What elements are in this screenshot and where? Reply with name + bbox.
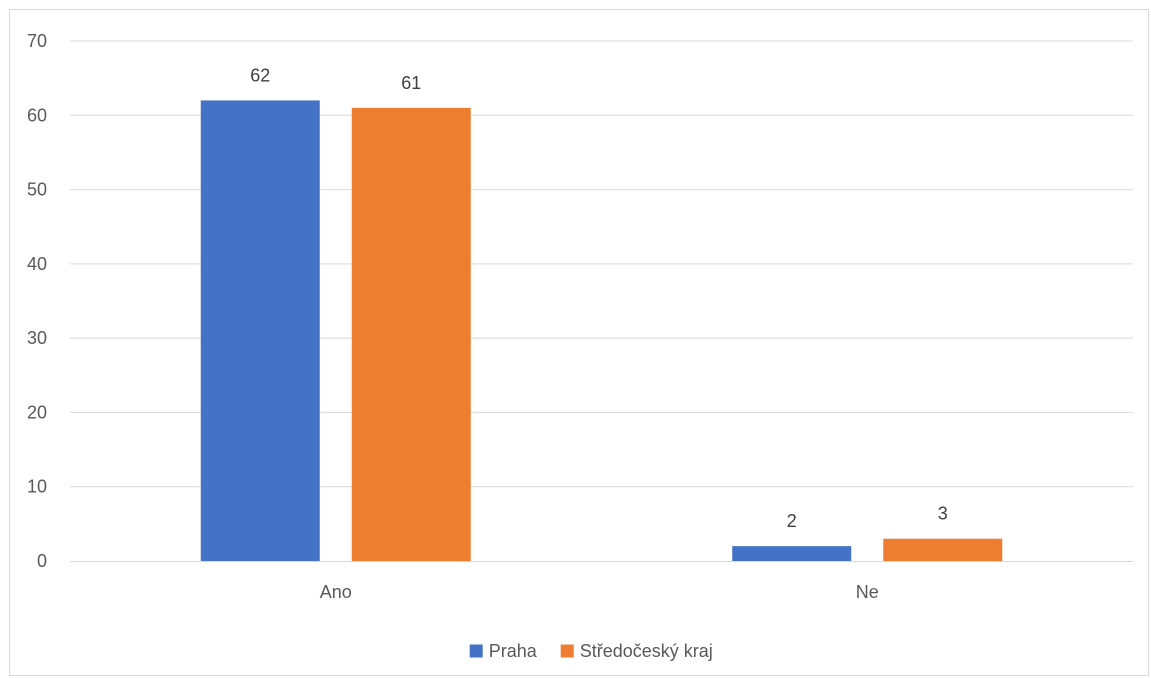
y-tick-label: 50 <box>27 180 47 200</box>
y-tick-label: 0 <box>37 551 47 571</box>
legend-label: Praha <box>489 641 538 661</box>
y-tick-label: 30 <box>27 328 47 348</box>
y-tick-label: 20 <box>27 402 47 422</box>
bar <box>732 546 852 561</box>
chart-frame <box>9 9 1149 676</box>
bar <box>351 107 471 561</box>
data-label: 2 <box>787 511 797 531</box>
y-tick-label: 40 <box>27 254 47 274</box>
data-label: 61 <box>401 73 421 93</box>
data-label: 62 <box>250 65 270 85</box>
bar <box>200 100 320 561</box>
legend-swatch <box>560 644 574 658</box>
y-tick-label: 10 <box>27 477 47 497</box>
legend-swatch <box>469 644 483 658</box>
data-label: 3 <box>938 504 948 524</box>
x-tick-label: Ano <box>320 582 352 602</box>
bar <box>883 538 1003 561</box>
y-tick-label: 60 <box>27 105 47 125</box>
legend-label: Středočeský kraj <box>580 641 713 661</box>
x-tick-label: Ne <box>856 582 879 602</box>
y-tick-label: 70 <box>27 31 47 51</box>
